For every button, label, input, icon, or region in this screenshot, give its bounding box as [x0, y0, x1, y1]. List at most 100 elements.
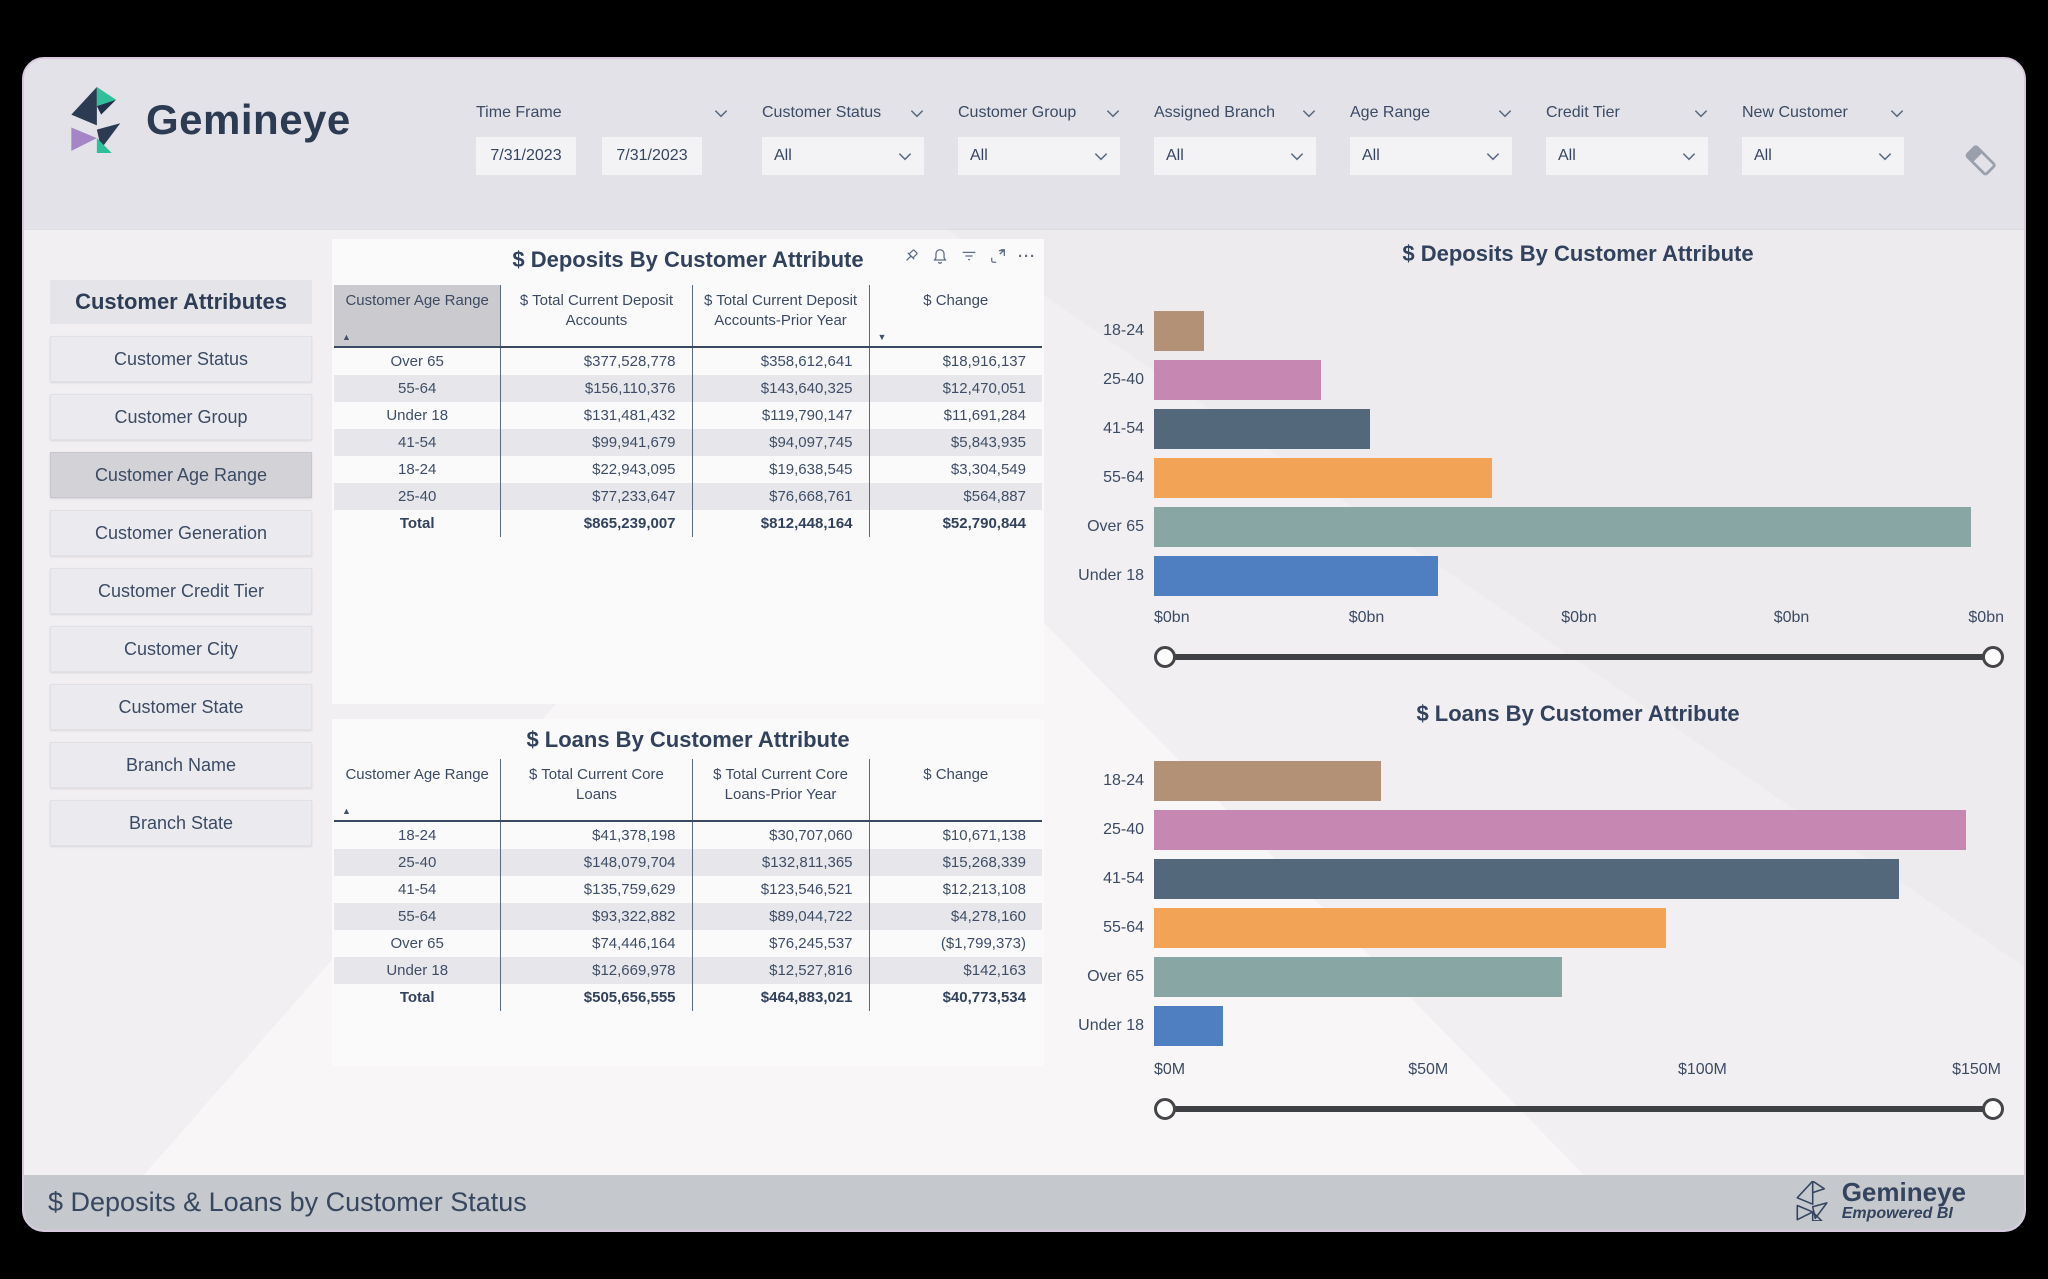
table-row[interactable]: 55-64 $93,322,882 $89,044,722 $4,278,160 [334, 902, 1042, 930]
column-header--total-current-core-loans-prior-year[interactable]: $ Total Current Core Loans-Prior Year [691, 759, 869, 820]
sidebar-item-customer-age-range[interactable]: Customer Age Range [50, 452, 312, 498]
bar-over-65[interactable] [1154, 957, 1563, 997]
focus-mode-icon[interactable] [987, 245, 1009, 267]
sidebar-item-branch-name[interactable]: Branch Name [50, 742, 312, 788]
dropdown-customer-status[interactable]: All [762, 137, 924, 175]
cell-value: $30,707,060 [691, 821, 869, 849]
slider-handle-right[interactable] [1982, 1098, 2004, 1120]
cell-value: $74,446,164 [500, 929, 691, 957]
cell-value: $41,378,198 [500, 821, 691, 849]
slider-handle-left[interactable] [1154, 1098, 1176, 1120]
dropdown-age-range[interactable]: All [1350, 137, 1512, 175]
bar-row-under-18: Under 18 [1056, 556, 2004, 596]
column-header--total-current-deposit-accounts[interactable]: $ Total Current Deposit Accounts [500, 285, 691, 346]
date-input-to[interactable]: 7/31/2023 [602, 137, 702, 175]
sidebar-item-customer-generation[interactable]: Customer Generation [50, 510, 312, 556]
sidebar-item-branch-state[interactable]: Branch State [50, 800, 312, 846]
table-row[interactable]: Over 65 $377,528,778 $358,612,641 $18,916,1… [334, 347, 1042, 375]
slider-handle-left[interactable] [1154, 646, 1176, 668]
dropdown-assigned-branch[interactable]: All [1154, 137, 1316, 175]
axis-tick-label: $0bn [1968, 609, 2004, 626]
table-row[interactable]: 25-40 $77,233,647 $76,668,761 $564,887 [334, 482, 1042, 510]
footer-bar: $ Deposits & Loans by Customer Status Ge… [24, 1175, 2024, 1230]
column-header--change[interactable]: $ Change [868, 759, 1042, 820]
date-input-from[interactable]: 7/31/2023 [476, 137, 576, 175]
sidebar-item-customer-city[interactable]: Customer City [50, 626, 312, 672]
sidebar-item-customer-group[interactable]: Customer Group [50, 394, 312, 440]
filter-age-range: Age Range All [1350, 101, 1512, 175]
column-header-customer-age-range[interactable]: Customer Age Range ▲ [342, 766, 489, 817]
row-label: 18-24 [398, 460, 437, 478]
cell-value: $156,110,376 [500, 374, 691, 402]
table-row[interactable]: 25-40 $148,079,704 $132,811,365 $15,268,339 [334, 848, 1042, 876]
bar-55-64[interactable] [1154, 908, 1666, 948]
sort-descending-icon: ▼ [877, 332, 887, 343]
category-label: 18-24 [1103, 772, 1144, 789]
row-label: 25-40 [398, 853, 437, 871]
bar-row-18-24: 18-24 [1056, 311, 2004, 351]
bar-25-40[interactable] [1154, 360, 1322, 400]
sidebar-item-customer-state[interactable]: Customer State [50, 684, 312, 730]
filter-label: Customer Group [958, 104, 1077, 121]
cell-value: $135,759,629 [500, 875, 691, 903]
cell-value: $94,097,745 [691, 428, 869, 456]
pin-icon[interactable] [900, 245, 922, 267]
dropdown-new-customer[interactable]: All [1742, 137, 1904, 175]
bar-track [1154, 458, 2004, 498]
bar-41-54[interactable] [1154, 859, 1899, 899]
column-header--total-current-core-loans[interactable]: $ Total Current Core Loans [500, 759, 691, 820]
footer-brand-tagline: Empowered BI [1841, 1205, 1953, 1223]
table-row[interactable]: Under 18 $131,481,432 $119,790,147 $11,691,… [334, 401, 1042, 429]
row-label: Under 18 [386, 406, 449, 424]
sidebar-item-customer-status[interactable]: Customer Status [50, 336, 312, 382]
dropdown-credit-tier[interactable]: All [1546, 137, 1708, 175]
brand-logo: Gemineye [68, 87, 351, 153]
bar-under-18[interactable] [1154, 556, 1439, 596]
cell-value: $865,239,007 [500, 509, 691, 537]
table-row[interactable]: 55-64 $156,110,376 $143,640,325 $12,470,051 [334, 374, 1042, 402]
alert-icon[interactable] [929, 245, 951, 267]
filter-label: Customer Status [762, 104, 882, 121]
bar-18-24[interactable] [1154, 311, 1204, 351]
bar-track [1154, 1006, 2004, 1046]
table-body: 18-24 $41,378,198 $30,707,060 $10,671,138 25… [334, 821, 1042, 1011]
bar-18-24[interactable] [1154, 761, 1381, 801]
clear-filters-button[interactable] [1960, 139, 2002, 181]
column-header-customer-age-range[interactable]: Customer Age Range ▲ [334, 285, 501, 346]
table-row[interactable]: 18-24 $41,378,198 $30,707,060 $10,671,138 [334, 821, 1042, 849]
category-label: Under 18 [1078, 1017, 1144, 1034]
dropdown-customer-group[interactable]: All [958, 137, 1120, 175]
dropdown-value: All [1362, 147, 1380, 164]
axis-tick-label: $50M [1408, 1061, 1449, 1078]
loans-table-visual: $ Loans By Customer Attribute Customer A… [332, 719, 1044, 1066]
column-header--change[interactable]: $ Change ▼ [868, 285, 1042, 346]
table-row[interactable]: 41-54 $135,759,629 $123,546,521 $12,213,108 [334, 875, 1042, 903]
category-label: 25-40 [1103, 821, 1144, 838]
bar-55-64[interactable] [1154, 458, 1492, 498]
bar-over-65[interactable] [1154, 507, 1971, 547]
chevron-down-icon [1498, 109, 1512, 117]
column-header--total-current-deposit-accounts-prior-year[interactable]: $ Total Current Deposit Accounts-Prior Y… [691, 285, 869, 346]
range-slider[interactable] [1154, 1097, 2004, 1121]
bar-41-54[interactable] [1154, 409, 1371, 449]
bar-under-18[interactable] [1154, 1006, 1224, 1046]
x-axis: $0bn $0bn $0bn $0bn $0bn [1154, 609, 2004, 631]
bar-track [1154, 409, 2004, 449]
footer-brand-name: Gemineye [1841, 1177, 1966, 1207]
table-row[interactable]: 18-24 $22,943,095 $19,638,545 $3,304,549 [334, 455, 1042, 483]
row-label: Over 65 [390, 934, 444, 952]
cell-value: $93,322,882 [500, 902, 691, 930]
table-row[interactable]: Under 18 $12,669,978 $12,527,816 $142,163 [334, 956, 1042, 984]
bar-25-40[interactable] [1154, 810, 1967, 850]
row-label: 41-54 [398, 880, 437, 898]
filter-icon[interactable] [958, 245, 980, 267]
range-slider[interactable] [1154, 645, 2004, 669]
cell-value: $89,044,722 [691, 902, 869, 930]
more-options-icon[interactable]: ··· [1018, 247, 1036, 265]
table-row[interactable]: 41-54 $99,941,679 $94,097,745 $5,843,935 [334, 428, 1042, 456]
cell-value: $505,656,555 [500, 983, 691, 1011]
table-row[interactable]: Over 65 $74,446,164 $76,245,537 ($1,799,373… [334, 929, 1042, 957]
sidebar-item-customer-credit-tier[interactable]: Customer Credit Tier [50, 568, 312, 614]
visual-toolbar: ··· [900, 245, 1038, 267]
slider-handle-right[interactable] [1982, 646, 2004, 668]
